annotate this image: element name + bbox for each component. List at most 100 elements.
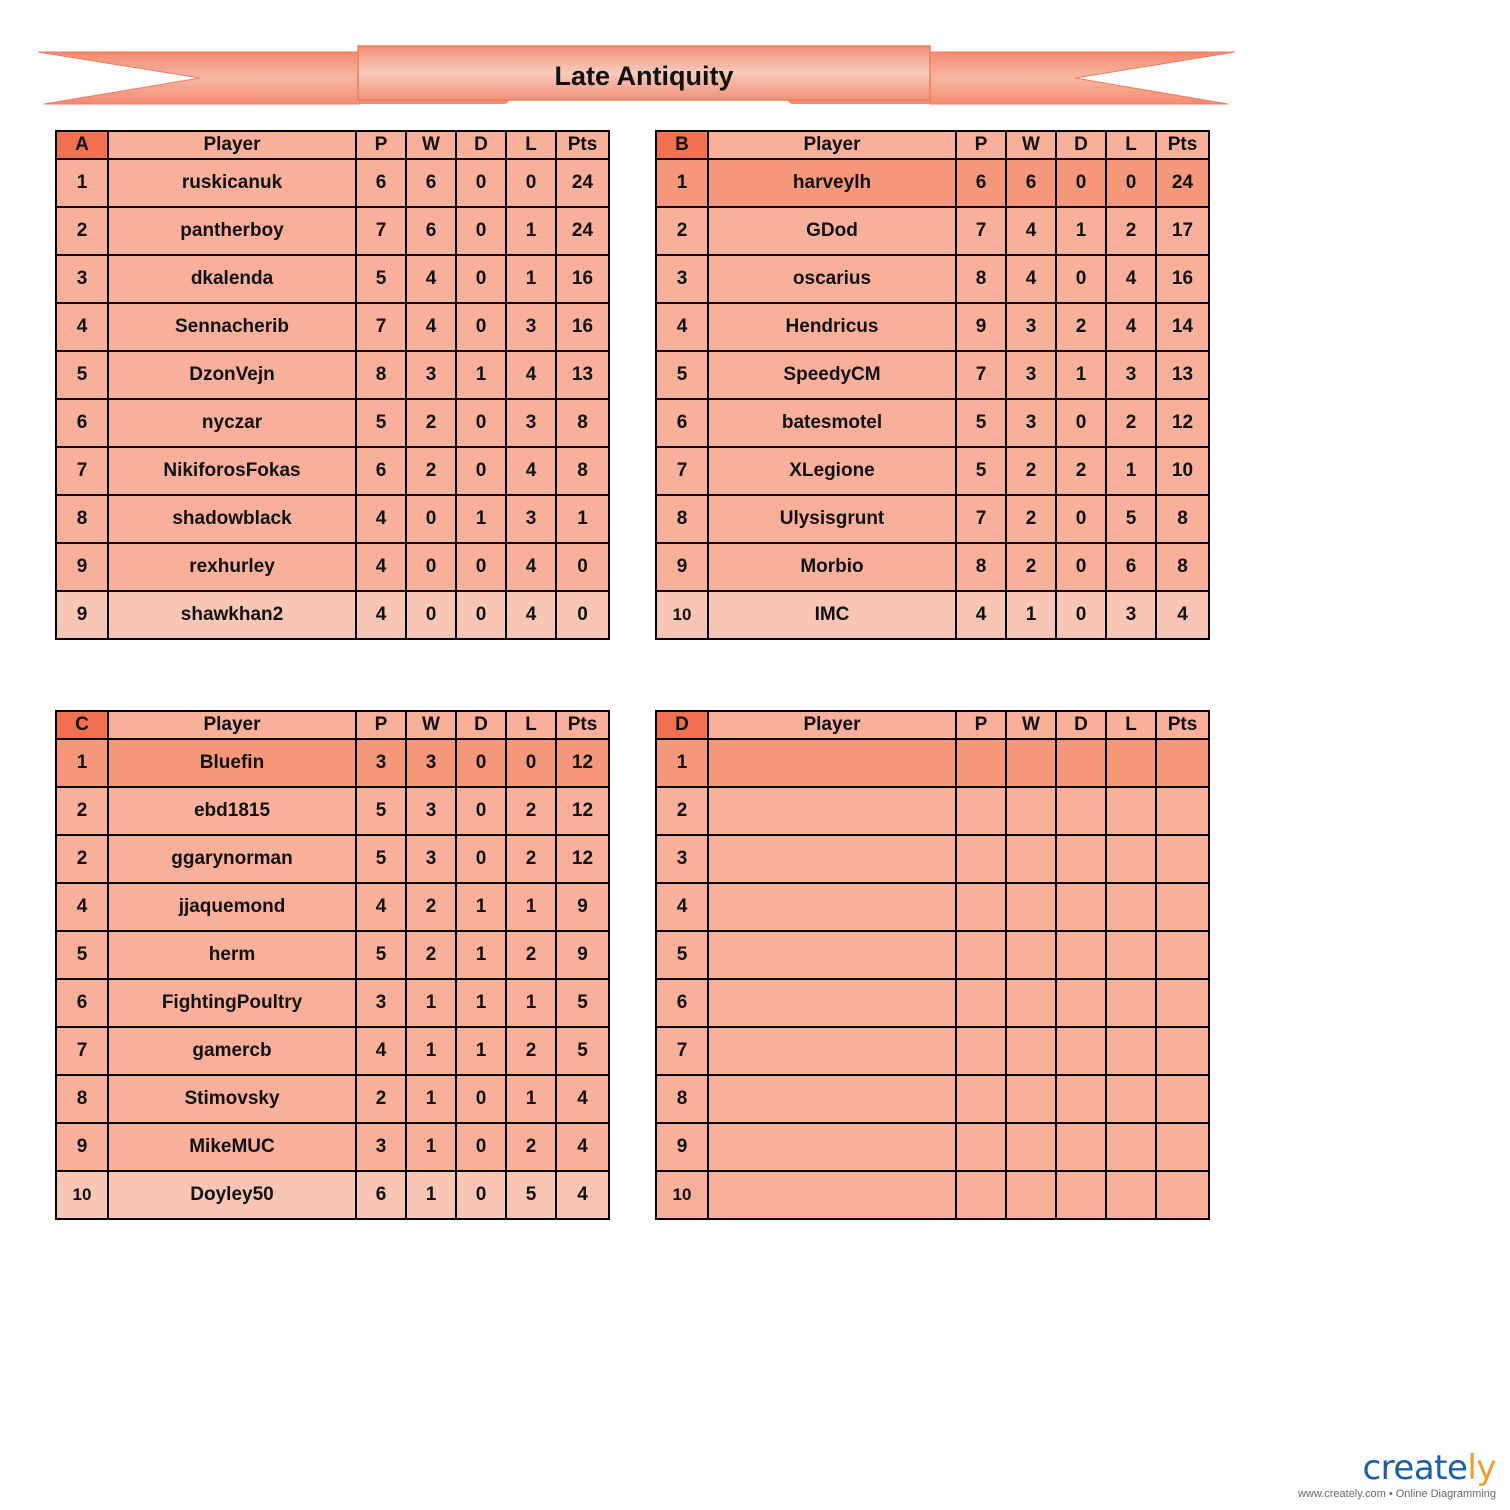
table-row: 10 IMC 4 1 0 3 4 bbox=[655, 590, 1210, 640]
lost-cell bbox=[1105, 738, 1157, 788]
table-row: 9 MikeMUC 3 1 0 2 4 bbox=[55, 1122, 610, 1172]
lost-cell: 2 bbox=[1105, 206, 1157, 256]
column-header-player: Player bbox=[107, 710, 357, 740]
lost-cell: 5 bbox=[505, 1170, 557, 1220]
lost-cell bbox=[1105, 978, 1157, 1028]
drawn-cell: 0 bbox=[455, 834, 507, 884]
points-cell: 4 bbox=[555, 1170, 610, 1220]
player-cell: XLegione bbox=[707, 446, 957, 496]
player-cell: Bluefin bbox=[107, 738, 357, 788]
played-cell: 5 bbox=[955, 398, 1007, 448]
rank-cell: 9 bbox=[55, 1122, 109, 1172]
lost-cell bbox=[1105, 1026, 1157, 1076]
played-cell: 3 bbox=[355, 978, 407, 1028]
logo-tagline: www.creately.com • Online Diagramming bbox=[1297, 1488, 1496, 1500]
table-row: 6 batesmotel 5 3 0 2 12 bbox=[655, 398, 1210, 448]
drawn-cell: 0 bbox=[1055, 590, 1107, 640]
drawn-cell bbox=[1055, 978, 1107, 1028]
won-cell: 2 bbox=[405, 446, 457, 496]
column-header-player: Player bbox=[707, 130, 957, 160]
played-cell: 7 bbox=[355, 206, 407, 256]
column-header-pts: Pts bbox=[555, 130, 610, 160]
table-row: 9 shawkhan2 4 0 0 4 0 bbox=[55, 590, 610, 640]
rank-cell: 5 bbox=[655, 350, 709, 400]
drawn-cell: 1 bbox=[1055, 206, 1107, 256]
won-cell: 2 bbox=[405, 930, 457, 980]
player-cell: pantherboy bbox=[107, 206, 357, 256]
drawn-cell: 1 bbox=[455, 930, 507, 980]
player-cell: DzonVejn bbox=[107, 350, 357, 400]
points-cell bbox=[1155, 834, 1210, 884]
points-cell: 17 bbox=[1155, 206, 1210, 256]
table-row: 8 bbox=[655, 1074, 1210, 1124]
column-header-w: W bbox=[1005, 130, 1057, 160]
won-cell: 4 bbox=[405, 254, 457, 304]
group-label: B bbox=[655, 130, 709, 160]
drawn-cell: 0 bbox=[1055, 494, 1107, 544]
table-row: 5 DzonVejn 8 3 1 4 13 bbox=[55, 350, 610, 400]
points-cell bbox=[1155, 1074, 1210, 1124]
column-header-player: Player bbox=[107, 130, 357, 160]
points-cell: 10 bbox=[1155, 446, 1210, 496]
table-row: 2 pantherboy 7 6 0 1 24 bbox=[55, 206, 610, 256]
rank-cell: 4 bbox=[655, 302, 709, 352]
played-cell: 4 bbox=[355, 494, 407, 544]
drawn-cell bbox=[1055, 738, 1107, 788]
won-cell: 2 bbox=[405, 882, 457, 932]
player-cell: Stimovsky bbox=[107, 1074, 357, 1124]
lost-cell: 4 bbox=[505, 590, 557, 640]
player-cell: GDod bbox=[707, 206, 957, 256]
drawn-cell: 0 bbox=[1055, 254, 1107, 304]
drawn-cell bbox=[1055, 1170, 1107, 1220]
rank-cell: 5 bbox=[55, 350, 109, 400]
played-cell: 6 bbox=[955, 158, 1007, 208]
played-cell: 7 bbox=[955, 494, 1007, 544]
played-cell bbox=[955, 1074, 1007, 1124]
played-cell: 5 bbox=[955, 446, 1007, 496]
points-cell: 8 bbox=[1155, 542, 1210, 592]
rank-cell: 9 bbox=[655, 1122, 709, 1172]
won-cell: 3 bbox=[1005, 398, 1057, 448]
table-row: 1 harveylh 6 6 0 0 24 bbox=[655, 158, 1210, 208]
rank-cell: 3 bbox=[55, 254, 109, 304]
points-cell: 14 bbox=[1155, 302, 1210, 352]
rank-cell: 8 bbox=[655, 494, 709, 544]
column-header-p: P bbox=[355, 710, 407, 740]
lost-cell: 0 bbox=[505, 738, 557, 788]
won-cell bbox=[1005, 1074, 1057, 1124]
drawn-cell: 0 bbox=[455, 446, 507, 496]
rank-cell: 2 bbox=[55, 786, 109, 836]
won-cell: 2 bbox=[405, 398, 457, 448]
points-cell bbox=[1155, 1122, 1210, 1172]
won-cell: 3 bbox=[1005, 350, 1057, 400]
group-a-table: A Player P W D L Pts 1 ruskicanuk 6 6 0 0 24 2 pantherb… bbox=[55, 130, 610, 640]
lost-cell: 4 bbox=[1105, 302, 1157, 352]
played-cell: 3 bbox=[355, 1122, 407, 1172]
won-cell: 3 bbox=[405, 350, 457, 400]
points-cell: 24 bbox=[555, 158, 610, 208]
rank-cell: 7 bbox=[655, 446, 709, 496]
table-row: 9 bbox=[655, 1122, 1210, 1172]
player-cell bbox=[707, 1026, 957, 1076]
won-cell: 1 bbox=[405, 1026, 457, 1076]
points-cell: 16 bbox=[555, 302, 610, 352]
player-cell: FightingPoultry bbox=[107, 978, 357, 1028]
rank-cell: 4 bbox=[55, 302, 109, 352]
drawn-cell: 0 bbox=[455, 1122, 507, 1172]
drawn-cell: 0 bbox=[455, 1170, 507, 1220]
won-cell bbox=[1005, 1170, 1057, 1220]
points-cell: 0 bbox=[555, 590, 610, 640]
group-label: C bbox=[55, 710, 109, 740]
rank-cell: 1 bbox=[655, 158, 709, 208]
rank-cell: 2 bbox=[655, 206, 709, 256]
player-cell: Ulysisgrunt bbox=[707, 494, 957, 544]
played-cell: 2 bbox=[355, 1074, 407, 1124]
played-cell bbox=[955, 1122, 1007, 1172]
points-cell: 12 bbox=[555, 834, 610, 884]
won-cell: 1 bbox=[405, 978, 457, 1028]
drawn-cell: 1 bbox=[1055, 350, 1107, 400]
lost-cell bbox=[1105, 1122, 1157, 1172]
player-cell: shawkhan2 bbox=[107, 590, 357, 640]
played-cell bbox=[955, 882, 1007, 932]
drawn-cell bbox=[1055, 834, 1107, 884]
